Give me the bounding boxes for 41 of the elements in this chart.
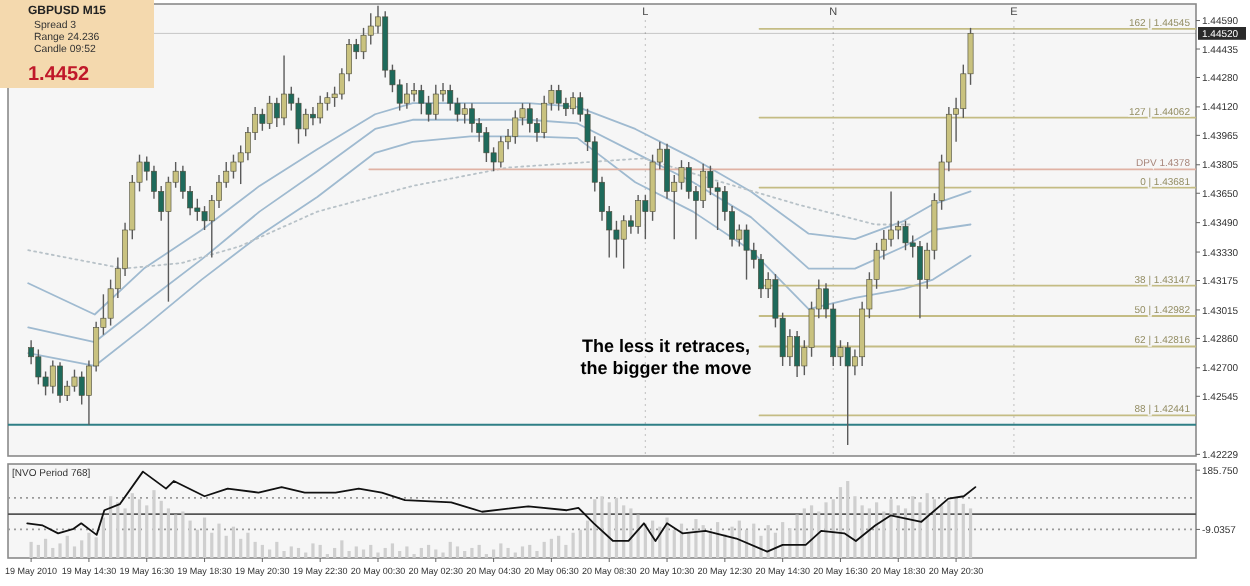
annotation: The less it retraces, the bigger the move: [580, 336, 752, 378]
candlestick: [447, 84, 454, 112]
candlestick: [78, 370, 85, 406]
candlestick: [570, 91, 576, 115]
candlestick: [758, 253, 764, 299]
candlestick: [201, 205, 208, 231]
candlestick: [57, 361, 63, 404]
candlestick: [411, 82, 418, 103]
candlestick: [317, 95, 324, 125]
candlestick: [512, 109, 519, 145]
candlestick: [469, 102, 475, 134]
candlestick: [49, 359, 56, 395]
candlestick: [266, 95, 273, 130]
candlestick: [555, 84, 562, 112]
candlestick: [367, 12, 374, 46]
candlestick: [902, 220, 909, 251]
candlestick: [620, 214, 627, 270]
candlestick: [917, 240, 923, 319]
candlestick: [541, 95, 548, 139]
candlestick: [259, 108, 266, 132]
candlestick: [432, 84, 439, 121]
candlestick: [310, 106, 316, 126]
candlestick: [743, 223, 750, 281]
candlestick: [302, 108, 309, 137]
annotation: 1.4452: [28, 64, 91, 86]
candlestick: [497, 135, 504, 169]
candlestick: [418, 84, 425, 115]
candlestick: [461, 102, 468, 125]
candlestick: [483, 126, 490, 163]
candlestick: [403, 82, 410, 110]
candlestick: [71, 368, 78, 393]
candlestick: [273, 97, 280, 128]
candlestick: [794, 330, 801, 378]
candlestick: [844, 341, 851, 446]
candlestick: [230, 153, 237, 180]
candlestick: [562, 97, 569, 117]
line-series: [27, 157, 914, 270]
candlestick: [635, 194, 642, 235]
candlestick: [526, 102, 533, 134]
candlestick: [281, 54, 287, 126]
candlestick: [664, 142, 670, 200]
